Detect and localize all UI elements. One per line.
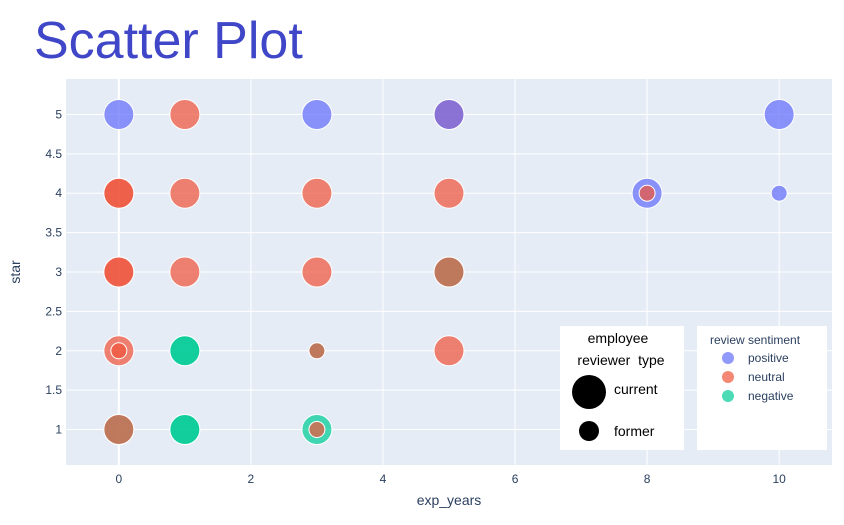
x-axis-label: exp_years bbox=[417, 492, 482, 508]
legend-positive-label: positive bbox=[748, 351, 789, 365]
size-legend-title-line2: reviewer type bbox=[577, 352, 664, 368]
legend-neutral-label: neutral bbox=[748, 370, 785, 384]
y-tick-label: 1.5 bbox=[45, 383, 62, 397]
y-tick-label: 3.5 bbox=[45, 226, 62, 240]
legend-neutral-marker bbox=[722, 371, 734, 383]
data-point-neutral-current bbox=[433, 256, 465, 288]
y-tick-label: 2.5 bbox=[45, 304, 62, 318]
x-tick-label: 4 bbox=[380, 472, 387, 486]
size-legend-former-marker bbox=[579, 421, 599, 441]
y-tick-label: 5 bbox=[55, 107, 62, 121]
color-legend-box bbox=[697, 326, 827, 450]
data-point-neutral-former bbox=[308, 421, 326, 439]
x-tick-label: 8 bbox=[644, 472, 651, 486]
data-point-neutral-current bbox=[169, 256, 201, 288]
color-legend: review sentiment positive neutral negati… bbox=[697, 326, 827, 450]
size-legend-current-marker bbox=[572, 375, 606, 409]
data-point-positive-current bbox=[433, 98, 465, 130]
legend-negative-marker bbox=[722, 390, 734, 402]
legend-positive-marker bbox=[722, 352, 734, 364]
x-tick-label: 10 bbox=[772, 472, 786, 486]
size-legend-title-line1: employee bbox=[588, 330, 649, 346]
data-point-negative-current bbox=[169, 414, 201, 446]
data-point-neutral-current bbox=[433, 335, 465, 367]
data-point-neutral-current bbox=[169, 98, 201, 130]
data-point-positive-current bbox=[763, 98, 795, 130]
y-tick-labels: 1 1.5 2 2.5 3 3.5 4 4.5 5 bbox=[45, 107, 62, 436]
data-point-neutral-former bbox=[638, 184, 656, 202]
x-tick-label: 0 bbox=[115, 472, 122, 486]
x-tick-label: 2 bbox=[248, 472, 255, 486]
y-tick-label: 2 bbox=[55, 344, 62, 358]
data-point-positive-current bbox=[301, 98, 333, 130]
data-point-neutral-current bbox=[301, 256, 333, 288]
y-tick-label: 3 bbox=[55, 265, 62, 279]
chart-title: Scatter Plot bbox=[34, 12, 303, 70]
data-point-neutral-current bbox=[433, 177, 465, 209]
data-point-neutral-former bbox=[110, 342, 128, 360]
color-legend-title: review sentiment bbox=[710, 333, 801, 347]
data-point-neutral-current bbox=[103, 414, 135, 446]
data-point-negative-current bbox=[169, 335, 201, 367]
x-tick-labels: 0 2 4 6 8 10 bbox=[115, 472, 786, 486]
data-point-positive-current bbox=[103, 98, 135, 130]
legend-negative-label: negative bbox=[748, 389, 794, 403]
points-layer bbox=[103, 98, 795, 446]
data-point-neutral-former bbox=[308, 342, 326, 360]
data-point-neutral-current bbox=[169, 177, 201, 209]
x-tick-label: 6 bbox=[512, 472, 519, 486]
size-legend: employee reviewer type current former bbox=[560, 326, 684, 450]
y-tick-label: 1 bbox=[55, 423, 62, 437]
y-tick-label: 4 bbox=[55, 186, 62, 200]
data-point-neutral-current bbox=[103, 177, 135, 209]
size-legend-current-label: current bbox=[614, 381, 658, 397]
y-tick-label: 4.5 bbox=[45, 147, 62, 161]
data-point-positive-former bbox=[770, 184, 788, 202]
size-legend-former-label: former bbox=[614, 423, 655, 439]
y-axis-label: star bbox=[7, 260, 23, 284]
data-point-neutral-current bbox=[301, 177, 333, 209]
data-point-neutral-current bbox=[103, 256, 135, 288]
